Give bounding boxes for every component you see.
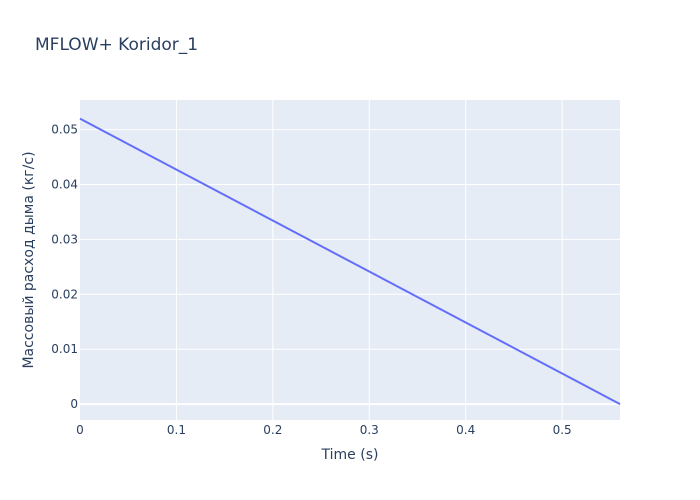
x-tick-label: 0 — [76, 423, 84, 437]
y-tick-label: 0.01 — [51, 342, 78, 356]
y-tick-label: 0.03 — [51, 232, 78, 246]
x-axis-ticks: 0 0.1 0.2 0.3 0.4 0.5 — [76, 423, 572, 437]
y-axis-ticks: 0 0.01 0.02 0.03 0.04 0.05 — [51, 123, 78, 411]
x-tick-label: 0.1 — [167, 423, 186, 437]
series-line — [79, 117, 621, 405]
x-axis-title: Time (s) — [321, 447, 379, 463]
plot-area — [80, 100, 620, 420]
chart-title: MFLOW+ Koridor_1 — [35, 35, 198, 55]
y-axis-title: Массовый расход дыма (кг/с) — [21, 151, 37, 368]
y-tick-label: 0 — [70, 397, 78, 411]
x-tick-label: 0.5 — [553, 423, 572, 437]
x-tick-label: 0.2 — [263, 423, 282, 437]
y-tick-label: 0.05 — [51, 123, 78, 137]
grid — [80, 100, 620, 420]
series-layer — [79, 117, 621, 405]
y-tick-label: 0.04 — [51, 178, 78, 192]
x-tick-label: 0.4 — [456, 423, 475, 437]
y-tick-label: 0.02 — [51, 287, 78, 301]
x-tick-label: 0.3 — [360, 423, 379, 437]
